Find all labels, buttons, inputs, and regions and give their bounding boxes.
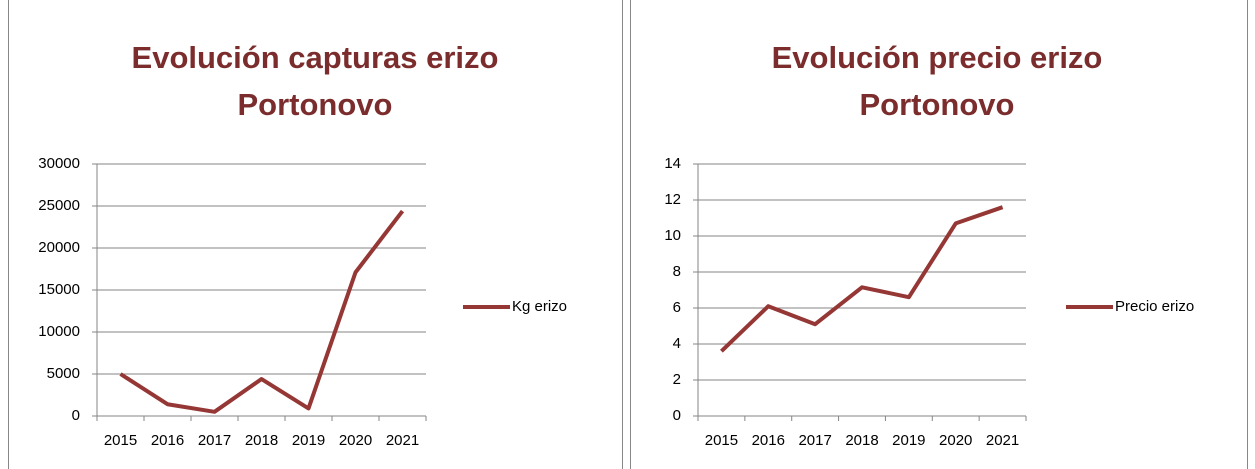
y-tick-label: 15000 bbox=[38, 281, 80, 298]
y-tick-label: 20000 bbox=[38, 239, 80, 256]
x-tick-label: 2016 bbox=[752, 432, 785, 449]
y-tick-label: 4 bbox=[673, 335, 681, 352]
x-tick-label: 2020 bbox=[939, 432, 972, 449]
data-line bbox=[119, 209, 405, 414]
chart-title: Portonovo bbox=[238, 87, 393, 122]
y-tick-label: 14 bbox=[664, 155, 681, 172]
chart-frame bbox=[8, 0, 623, 469]
y-tick-label: 6 bbox=[673, 299, 681, 316]
x-tick-label: 2021 bbox=[386, 432, 419, 449]
chart-title: Portonovo bbox=[860, 87, 1015, 122]
x-tick-label: 2019 bbox=[892, 432, 925, 449]
x-tick-label: 2020 bbox=[339, 432, 372, 449]
x-tick-label: 2021 bbox=[986, 432, 1019, 449]
legend-label: Precio erizo bbox=[1115, 298, 1194, 315]
y-tick-label: 12 bbox=[664, 191, 681, 208]
x-tick-label: 2017 bbox=[198, 432, 231, 449]
chart-title: Evolución capturas erizo bbox=[132, 40, 499, 75]
y-tick-label: 8 bbox=[673, 263, 681, 280]
x-tick-label: 2015 bbox=[705, 432, 738, 449]
y-tick-label: 30000 bbox=[38, 155, 80, 172]
x-tick-label: 2017 bbox=[798, 432, 831, 449]
legend-label: Kg erizo bbox=[512, 298, 567, 315]
data-line bbox=[720, 205, 1004, 353]
y-tick-label: 10 bbox=[664, 227, 681, 244]
x-tick-label: 2015 bbox=[104, 432, 137, 449]
x-tick-label: 2018 bbox=[845, 432, 878, 449]
y-tick-label: 25000 bbox=[38, 197, 80, 214]
y-tick-label: 0 bbox=[72, 407, 80, 424]
x-tick-label: 2019 bbox=[292, 432, 325, 449]
y-tick-label: 2 bbox=[673, 371, 681, 388]
x-tick-label: 2018 bbox=[245, 432, 278, 449]
x-tick-label: 2016 bbox=[151, 432, 184, 449]
y-tick-label: 5000 bbox=[47, 365, 80, 382]
chart-title: Evolución precio erizo bbox=[772, 40, 1103, 75]
y-tick-label: 0 bbox=[673, 407, 681, 424]
chart-frame bbox=[630, 0, 1248, 469]
y-tick-label: 10000 bbox=[38, 323, 80, 340]
